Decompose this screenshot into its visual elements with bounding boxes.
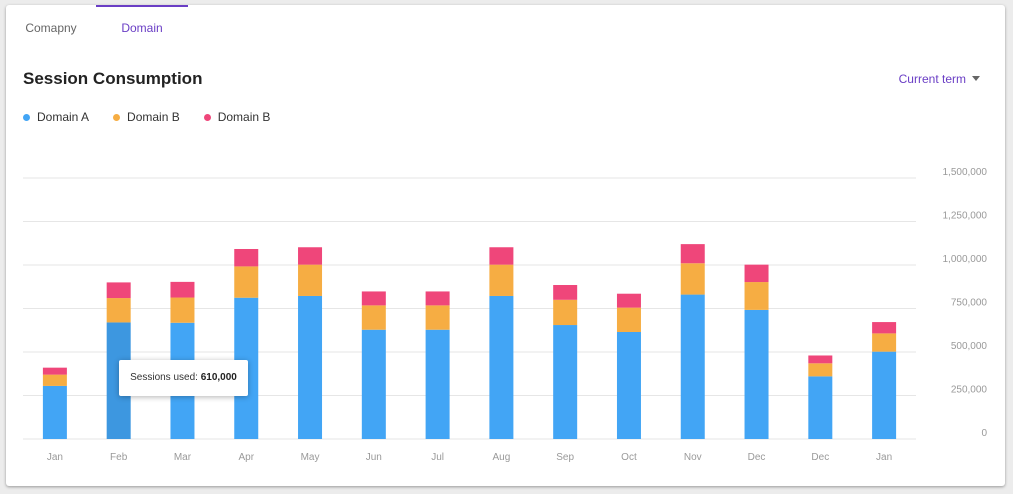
x-tick-label: Feb [110, 452, 128, 463]
x-tick-label: Mar [174, 452, 192, 463]
page-title: Session Consumption [23, 69, 203, 88]
x-tick-label: May [301, 452, 320, 463]
bar-segment [553, 299, 578, 326]
x-tick-label: Jul [431, 452, 444, 463]
bar-segment [361, 329, 386, 439]
term-selector[interactable]: Current term [899, 72, 980, 86]
legend-label: Domain B [217, 110, 271, 124]
x-tick-label: Jan [47, 452, 63, 463]
legend-dot-domain-c [203, 113, 211, 121]
bar-segment [170, 281, 195, 298]
bar-segment [42, 367, 67, 375]
bar-segment [680, 294, 705, 439]
bar-segment [616, 293, 641, 308]
x-tick-label: Oct [621, 452, 637, 463]
tab-company[interactable]: Comapny [25, 21, 77, 35]
legend-label: Domain A [37, 110, 90, 124]
bar-segment [680, 263, 705, 295]
stacked-bar-chart: 0 250,000 500,000 750,000 1,000,000 1,250,000… [23, 167, 988, 463]
bar-segment [808, 363, 833, 377]
legend-item-domain-a: Domain A [23, 110, 89, 124]
legend-dot-domain-b [113, 113, 121, 121]
bar-segment [42, 385, 67, 439]
bar-segment [808, 376, 833, 439]
term-selector-label: Current term [898, 72, 966, 86]
x-tick-label: Apr [238, 452, 254, 463]
caret-down-icon [972, 76, 980, 82]
bar-segment [872, 322, 897, 334]
bar-segment [872, 333, 897, 352]
y-tick-label: 1,250,000 [943, 211, 988, 222]
legend-dot-domain-a [23, 113, 30, 121]
legend-item-domain-b: Domain B [113, 110, 180, 124]
x-tick-label: Jan [876, 452, 892, 463]
bar-segment [744, 264, 769, 283]
x-tick-label: Jun [366, 452, 382, 463]
bar-segment [234, 266, 259, 298]
y-tick-label: 0 [981, 428, 987, 439]
y-tick-label: 750,000 [951, 298, 988, 309]
chart-card: Comapny Domain Session Consumption Curre… [6, 5, 1005, 486]
bar-segment [489, 295, 514, 439]
x-tick-label: Sep [556, 452, 574, 463]
y-tick-label: 1,500,000 [943, 167, 988, 178]
chart-tooltip: Sessions used: 610,000 [119, 360, 248, 396]
x-tick-label: Dec [748, 452, 766, 463]
bar-segment [616, 331, 641, 439]
bar-segment [808, 355, 833, 364]
bar-segment [298, 247, 323, 265]
tooltip-label: Sessions used: [130, 372, 198, 383]
bar-segment [744, 282, 769, 310]
bar-segment [425, 291, 450, 306]
bar-segment [425, 305, 450, 330]
bar-segment [680, 244, 705, 264]
bar-segment [106, 298, 131, 323]
bar-segment [553, 325, 578, 439]
bar-segment [744, 309, 769, 439]
x-tick-label: Aug [492, 452, 510, 463]
legend-label: Domain B [127, 110, 180, 124]
bar-segment [298, 295, 323, 439]
bar-segment [234, 248, 259, 267]
x-tick-label: Dec [811, 452, 829, 463]
x-tick-label: Nov [684, 452, 702, 463]
y-tick-label: 250,000 [951, 385, 988, 396]
bar-segment [361, 291, 386, 306]
bar-segment [489, 264, 514, 296]
chart-legend: Domain A Domain B Domain B [23, 110, 294, 124]
tab-domain[interactable]: Domain [96, 5, 188, 49]
bar-segment [170, 297, 195, 323]
bar-segment [42, 374, 67, 386]
bar-segment [298, 264, 323, 296]
legend-item-domain-c: Domain B [203, 110, 271, 124]
bar-segment [872, 351, 897, 439]
bar-segment [361, 305, 386, 330]
bar-segment [106, 282, 131, 299]
y-tick-label: 500,000 [951, 341, 988, 352]
bar-segment [553, 285, 578, 300]
y-tick-label: 1,000,000 [943, 254, 988, 265]
bar-segment [425, 329, 450, 439]
bar-segment [489, 247, 514, 265]
bar-segment [616, 307, 641, 332]
tooltip-value: 610,000 [200, 372, 237, 383]
